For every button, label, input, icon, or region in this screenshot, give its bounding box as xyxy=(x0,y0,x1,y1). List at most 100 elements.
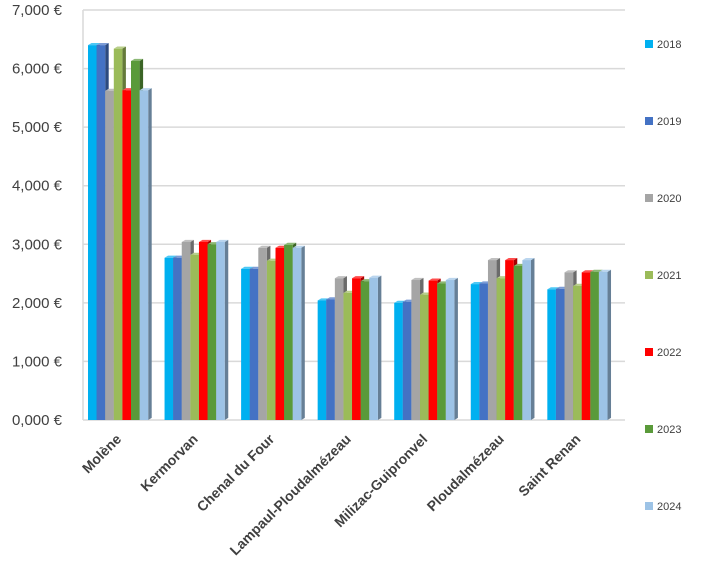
legend-item: 2018 xyxy=(645,39,681,51)
bar-front xyxy=(105,90,114,420)
bar-side xyxy=(607,269,612,420)
bar-front xyxy=(402,301,412,420)
bar-front xyxy=(139,90,149,420)
bar-front xyxy=(198,241,208,420)
bar-front xyxy=(88,45,97,421)
bar xyxy=(292,245,305,420)
bar-top xyxy=(181,239,194,242)
bar-front xyxy=(352,278,361,420)
bar-front xyxy=(581,272,591,420)
bar-front xyxy=(369,277,378,420)
bar-front xyxy=(249,268,259,420)
bar-side xyxy=(301,245,305,420)
bar-front xyxy=(428,280,438,420)
bar-front xyxy=(173,257,182,420)
bar-front xyxy=(258,247,267,420)
bar-side xyxy=(530,258,535,420)
bar-front xyxy=(216,241,225,420)
legend-item: 2020 xyxy=(645,193,681,205)
bar-front xyxy=(496,278,506,420)
bar xyxy=(598,269,612,420)
bar-front xyxy=(241,268,250,420)
bar-front xyxy=(598,271,608,420)
bar-front xyxy=(470,284,480,420)
bar-front xyxy=(555,288,565,420)
bar-front xyxy=(122,90,131,420)
bar-front xyxy=(284,244,293,420)
bar-front xyxy=(343,292,353,420)
bar-front xyxy=(411,280,421,420)
bar-side xyxy=(454,277,458,420)
legend-item: 2024 xyxy=(645,501,681,513)
legend-item: 2019 xyxy=(645,116,681,128)
bar-side xyxy=(148,88,152,421)
bar xyxy=(445,277,458,420)
legend-swatch xyxy=(645,271,653,279)
y-tick-label: 4,000 € xyxy=(12,178,63,195)
bar-top xyxy=(96,43,109,46)
bar-top xyxy=(113,46,126,49)
bar-top xyxy=(522,258,535,261)
legend-label: 2019 xyxy=(657,116,681,128)
bar-front xyxy=(547,289,556,420)
bar-top xyxy=(88,43,101,46)
y-tick-label: 3,000 € xyxy=(12,236,63,253)
bar-top xyxy=(411,277,424,281)
y-axis-ticks: 0,000 € 1,000 € 2,000 € 3,000 € 4,000 € 5,000… xyxy=(12,2,63,429)
bar-front xyxy=(317,300,327,420)
y-tick-label: 6,000 € xyxy=(12,61,63,78)
bar-front xyxy=(564,272,574,420)
legend-label: 2020 xyxy=(657,193,681,205)
bar-top xyxy=(198,239,212,242)
legend-item: 2021 xyxy=(645,270,681,282)
bar-front xyxy=(190,254,199,420)
bar-top xyxy=(428,278,441,281)
bar-top xyxy=(334,276,347,279)
bar-front xyxy=(505,260,514,420)
bar-top xyxy=(564,270,577,273)
legend-item: 2022 xyxy=(645,347,681,359)
bar-front xyxy=(487,260,497,420)
legend: 2018 2019 2020 2021 2022 2023 2024 xyxy=(645,39,681,513)
legend-swatch xyxy=(645,194,653,202)
bar-front xyxy=(113,48,123,421)
bar xyxy=(139,88,152,421)
bar-front xyxy=(292,247,302,420)
legend-label: 2023 xyxy=(657,424,681,436)
bar xyxy=(522,258,535,420)
bar-front xyxy=(266,260,276,420)
bar-front xyxy=(164,257,174,420)
bar-front xyxy=(334,278,344,420)
bar-side xyxy=(377,275,382,420)
bar-side xyxy=(224,239,229,420)
bar-top xyxy=(598,269,612,272)
bar-top xyxy=(164,255,177,258)
bar-top xyxy=(590,269,603,272)
bar-top xyxy=(216,239,229,242)
bar-front xyxy=(573,285,582,420)
bar-top xyxy=(505,258,518,261)
bar-front xyxy=(96,45,106,421)
bar-top xyxy=(352,276,365,279)
bar-front xyxy=(207,244,217,420)
y-tick-label: 5,000 € xyxy=(12,119,63,136)
x-tick-label: Molène xyxy=(79,431,125,477)
bar-front xyxy=(590,271,599,420)
legend-swatch xyxy=(645,425,653,433)
legend-swatch xyxy=(645,348,653,356)
bar-front xyxy=(445,280,455,420)
legend-label: 2021 xyxy=(657,270,681,282)
legend-label: 2022 xyxy=(657,347,681,359)
y-tick-label: 0,000 € xyxy=(12,412,63,429)
bar-front xyxy=(326,299,335,420)
bar xyxy=(369,275,382,420)
bar-top xyxy=(131,58,144,61)
legend-item: 2023 xyxy=(645,424,681,436)
bar-front xyxy=(275,247,285,420)
bar-front xyxy=(513,265,523,420)
bar-front xyxy=(181,241,191,420)
legend-swatch xyxy=(645,117,653,125)
legend-swatch xyxy=(645,502,653,510)
